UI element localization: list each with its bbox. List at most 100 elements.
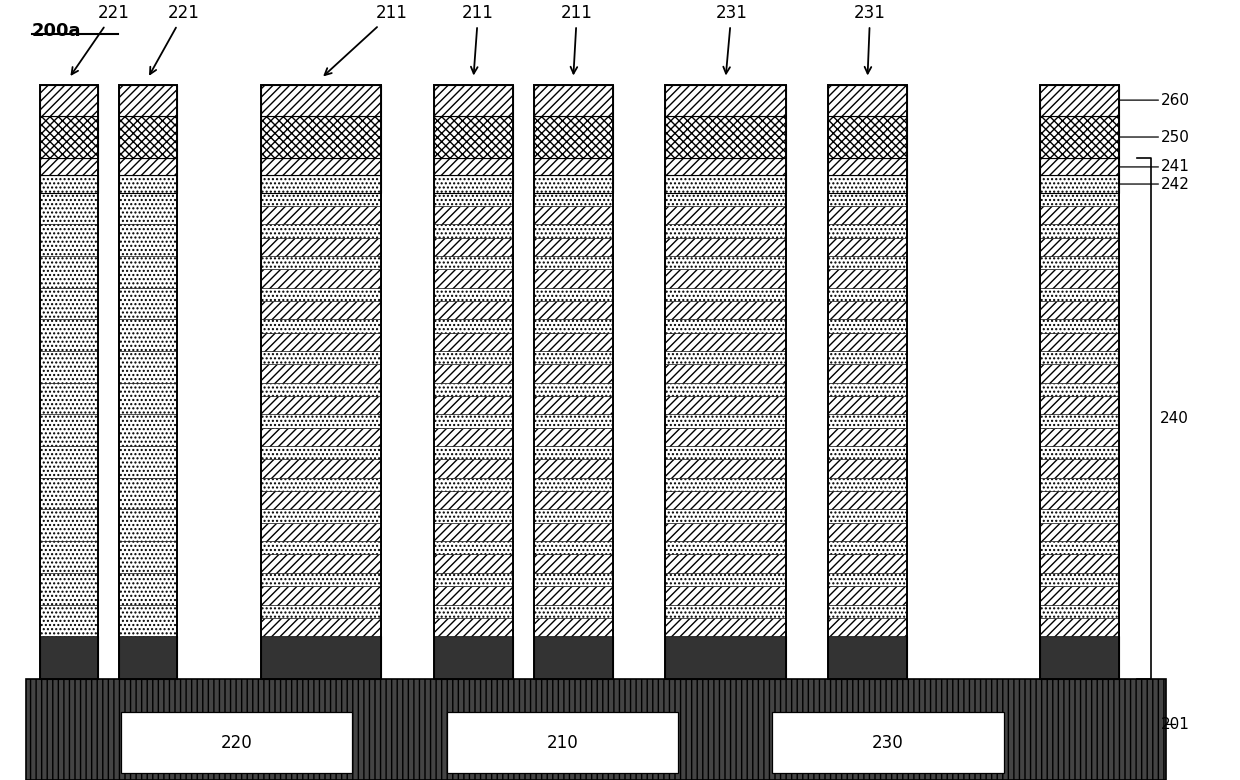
Bar [434,523,513,541]
Bar [260,176,382,193]
Bar [260,427,382,446]
Bar [1040,604,1120,618]
Bar [665,238,786,256]
Bar [665,414,786,427]
Bar [1040,491,1120,509]
Bar [40,604,98,636]
Bar [1040,238,1120,256]
Bar [119,176,176,193]
Bar [434,301,513,319]
Bar [260,555,382,573]
Bar [260,269,382,288]
Bar [119,225,176,256]
Bar [665,158,786,176]
Bar [434,478,513,491]
Bar [1040,383,1120,396]
Bar [1040,158,1120,176]
Bar [40,478,98,509]
Text: 211: 211 [560,5,593,73]
Bar [665,193,786,206]
Bar [1040,427,1120,446]
Bar [120,712,352,773]
Bar [828,478,906,491]
Bar [828,364,906,383]
Bar [434,193,513,206]
Bar [40,288,98,319]
Bar [534,158,613,176]
Text: 250: 250 [1120,129,1190,144]
Text: 260: 260 [1120,93,1190,108]
Bar [828,84,906,679]
Bar [1040,288,1120,301]
Bar [1040,478,1120,491]
Bar [434,225,513,238]
Bar [534,288,613,301]
Bar [434,618,513,636]
Bar [534,573,613,587]
Bar [260,115,382,158]
Bar [260,446,382,459]
Bar [665,618,786,636]
Text: 241: 241 [1120,159,1190,175]
Bar [828,193,906,206]
Bar [828,509,906,523]
Bar [446,712,678,773]
Bar [119,84,176,679]
Bar [828,269,906,288]
Bar [1040,332,1120,351]
Bar [665,446,786,459]
Bar [260,523,382,541]
Bar [1040,269,1120,288]
Bar [534,176,613,193]
Bar [828,206,906,225]
Bar [1040,459,1120,478]
Bar [119,383,176,414]
Text: 230: 230 [872,734,904,752]
Bar [1040,636,1120,679]
Bar [828,84,906,115]
Bar [534,427,613,446]
Bar [828,618,906,636]
Bar [828,573,906,587]
Bar [665,509,786,523]
Bar [260,256,382,269]
Bar [534,491,613,509]
Bar [534,206,613,225]
Bar [434,509,513,523]
Bar [40,573,98,604]
Bar [40,414,98,446]
Bar [434,573,513,587]
Bar [828,256,906,269]
Bar [260,206,382,225]
Bar [828,176,906,193]
Bar [434,332,513,351]
Bar [260,491,382,509]
Bar [1040,555,1120,573]
Bar [665,351,786,364]
Bar [260,414,382,427]
Bar [828,446,906,459]
Bar [434,636,513,679]
Bar [119,115,176,158]
Bar [665,478,786,491]
Text: 220: 220 [221,734,252,752]
Bar [1040,84,1120,679]
Bar [40,225,98,256]
Bar [260,509,382,523]
Bar [1040,176,1120,193]
Bar [119,636,176,679]
Bar [1040,396,1120,414]
Bar [828,238,906,256]
Bar [828,491,906,509]
Bar [828,115,906,158]
Bar [534,414,613,427]
Text: 221: 221 [150,5,200,74]
Text: 201: 201 [1161,717,1190,732]
Bar [40,193,98,225]
Bar [119,158,176,176]
Bar [773,712,1003,773]
Bar [665,206,786,225]
Bar [260,288,382,301]
Bar [1040,446,1120,459]
Bar [434,84,513,679]
